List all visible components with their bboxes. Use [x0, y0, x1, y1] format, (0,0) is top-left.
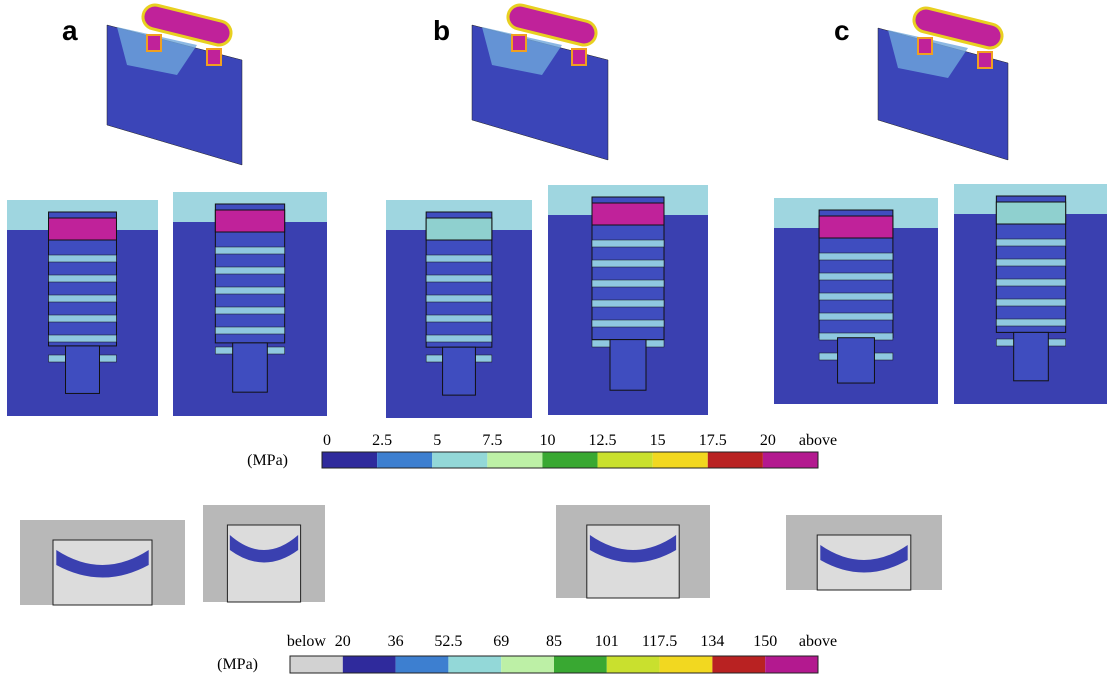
panel-label: b	[433, 15, 450, 46]
implant-apex	[66, 346, 100, 394]
scale-unit: (MPa)	[217, 656, 258, 673]
scale-label: below	[287, 633, 327, 650]
panel-label: c	[834, 15, 850, 46]
thread	[49, 315, 117, 322]
scale-label: 101	[595, 633, 619, 650]
implant-collar	[996, 202, 1065, 224]
thread	[49, 275, 117, 282]
scale-segment	[554, 656, 607, 673]
thread	[426, 335, 492, 342]
scale-segment	[322, 452, 377, 468]
implant-collar	[49, 218, 117, 240]
panel-label: a	[62, 15, 78, 46]
closeup-implant	[227, 525, 300, 602]
thread	[426, 275, 492, 282]
implant-collar	[426, 218, 492, 240]
thread	[996, 279, 1065, 286]
scale-label: 134	[700, 633, 724, 650]
scale-segment	[607, 656, 660, 673]
page: a b c (MPa) 0 2.5 5 7.5 10 12.5 15 17.5 20 above (M…	[0, 0, 1107, 677]
fea-images	[7, 2, 1107, 605]
implant-apex	[1014, 332, 1049, 380]
scale-label: 117.5	[642, 633, 677, 650]
scale-label: 7.5	[482, 432, 502, 449]
scale-label: 5	[433, 432, 441, 449]
scale-label: 15	[650, 432, 666, 449]
implant-apex	[443, 347, 476, 395]
abutment	[512, 35, 526, 51]
scale-segment	[343, 656, 396, 673]
scale-segment	[542, 452, 597, 468]
scale-segment	[598, 452, 653, 468]
thread	[592, 280, 664, 287]
scale-segment	[501, 656, 554, 673]
thread	[215, 327, 284, 334]
scale-label: 69	[493, 633, 509, 650]
scale-segment	[290, 656, 343, 673]
implant-apex	[610, 340, 646, 391]
scale-segment	[763, 452, 818, 468]
scale-label: 2.5	[372, 432, 392, 449]
scale-label: 52.5	[434, 633, 462, 650]
thread	[215, 287, 284, 294]
thread	[592, 300, 664, 307]
thread	[819, 273, 893, 280]
scale-segment	[432, 452, 487, 468]
figure: a b c (MPa) 0 2.5 5 7.5 10 12.5 15 17.5 20 above (M…	[0, 0, 1107, 677]
thread	[996, 239, 1065, 246]
thread	[592, 240, 664, 247]
thread	[49, 295, 117, 302]
thread	[819, 293, 893, 300]
thread	[215, 267, 284, 274]
abutment	[978, 52, 992, 68]
thread	[215, 307, 284, 314]
scale-label: 12.5	[589, 432, 617, 449]
thread	[996, 259, 1065, 266]
thread	[592, 320, 664, 327]
thread	[996, 299, 1065, 306]
thread	[819, 313, 893, 320]
scale-label: 10	[539, 432, 555, 449]
thread	[592, 260, 664, 267]
scale-segment	[712, 656, 765, 673]
scale-segment	[448, 656, 501, 673]
implant-collar	[592, 203, 664, 225]
implant-collar	[215, 210, 284, 232]
thread	[996, 319, 1065, 326]
implant-collar	[819, 216, 893, 238]
scale-label: 85	[546, 633, 562, 650]
scale-label: 17.5	[699, 432, 727, 449]
scale-segment	[377, 452, 432, 468]
implant-apex	[838, 338, 875, 383]
abutment	[207, 49, 221, 65]
scale-label: above	[799, 432, 837, 449]
abutment	[918, 38, 932, 54]
thread	[49, 255, 117, 262]
thread	[426, 295, 492, 302]
scale-label: 0	[323, 432, 331, 449]
abutment	[147, 35, 161, 51]
scale-segment	[396, 656, 449, 673]
abutment	[572, 49, 586, 65]
scale-segment	[660, 656, 713, 673]
scale-label: 150	[753, 633, 777, 650]
scale-label: 20	[760, 432, 776, 449]
scale-segment	[708, 452, 763, 468]
scale-label: above	[799, 633, 837, 650]
thread	[215, 247, 284, 254]
thread	[426, 255, 492, 262]
scale-label: 20	[335, 633, 351, 650]
scale-segment	[765, 656, 818, 673]
implant-apex	[233, 343, 268, 392]
scale-segment	[653, 452, 708, 468]
scale-unit: (MPa)	[247, 452, 288, 469]
scale-label: 36	[388, 633, 404, 650]
scale-segment	[487, 452, 542, 468]
thread	[426, 315, 492, 322]
thread	[49, 335, 117, 342]
thread	[819, 253, 893, 260]
